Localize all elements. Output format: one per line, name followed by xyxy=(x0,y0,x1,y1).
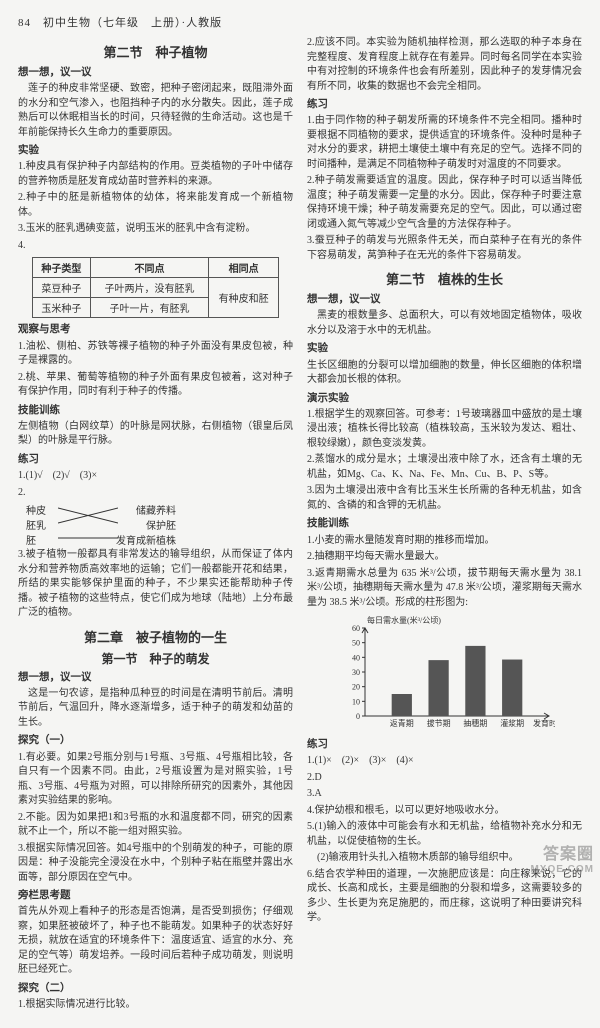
para: 2.桃、苹果、葡萄等植物的种子外面有果皮包被着，这对种子有保护作用，同时有利于种… xyxy=(18,371,293,400)
watermark-big: 答案圈 xyxy=(543,846,594,863)
cross-left: 种皮 xyxy=(26,502,46,517)
cross-lines-icon xyxy=(58,502,118,546)
svg-text:拔节期: 拔节期 xyxy=(426,718,450,728)
para: 3.A xyxy=(307,787,582,802)
svg-text:每日需水量(米³/公顷): 每日需水量(米³/公顷) xyxy=(367,615,441,625)
th: 相同点 xyxy=(208,258,278,278)
svg-text:灌浆期: 灌浆期 xyxy=(500,718,524,728)
left-column: 第二节 种子植物 想一想，议一议 莲子的种皮非常坚硬、致密，把种子密闭起来，既阻… xyxy=(18,36,293,1014)
subsection-title: 第一节 种子的萌发 xyxy=(18,650,293,667)
para: 1.有必要。如果2号瓶分别与1号瓶、3号瓶、4号瓶相比较，各自只有一个因素不同。… xyxy=(18,751,293,809)
label-observe: 观察与思考 xyxy=(18,322,293,337)
svg-text:抽穗期: 抽穗期 xyxy=(463,718,487,728)
td: 菜豆种子 xyxy=(32,278,90,298)
label-experiment: 实验 xyxy=(18,143,293,158)
para: 生长区细胞的分裂可以增加细胞的数量，伸长区细胞的体积增大都会加长根的体积。 xyxy=(307,359,582,388)
label-practice-r1: 练习 xyxy=(307,97,582,112)
chapter-title: 第二章 被子植物的一生 xyxy=(18,627,293,646)
para: 莲子的种皮非常坚硬、致密，把种子密闭起来，既阻滞外面的水分和空气渗入，也阻挡种子… xyxy=(18,82,293,140)
para: 2.种子萌发需要适宜的温度。因此，保存种子时可以适当降低温度；种子萌发需要一定量… xyxy=(307,174,582,232)
para: 1.(1)× (2)× (3)× (4)× xyxy=(307,754,582,769)
para: 2.蒸馏水的成分是水；土壤浸出液中除了水，还含有土壤的无机盐，如Mg、Ca、K、… xyxy=(307,453,582,482)
label-explore1: 探究（一） xyxy=(18,733,293,748)
para: 首先从外观上看种子的形态是否饱满，是否受到损伤；仔细观察，如果胚被破坏了，种子也… xyxy=(18,905,293,978)
para: 3.被子植物一般都具有非常发达的输导组织，从而保证了体内水分和营养物质高效率地的… xyxy=(18,548,293,621)
svg-text:40: 40 xyxy=(352,653,360,662)
cross-match-diagram: 种皮 胚乳 胚 储藏养料 保护胚 发育成新植株 xyxy=(26,502,176,546)
para: 2.应该不同。本实验为随机抽样检测，那么选取的种子本身在完整程度、发育程度上就存… xyxy=(307,36,582,94)
svg-text:0: 0 xyxy=(356,712,360,721)
svg-text:10: 10 xyxy=(352,697,360,706)
label-sidebar: 旁栏思考题 xyxy=(18,888,293,903)
cross-right: 保护胚 xyxy=(146,517,176,532)
para: 3.蚕豆种子的萌发与光照条件无关，而白菜种子在有光的条件下容易萌发，莴笋种子在无… xyxy=(307,234,582,263)
cross-left: 胚乳 xyxy=(26,517,46,532)
para: 2.不能。因为如果把1和3号瓶的水和温度都不同，研究的因素就不止一个，所以不能一… xyxy=(18,811,293,840)
para: 1.(1)√ (2)√ (3)× xyxy=(18,469,293,484)
para: 3.返青期需水总量为 635 米³/公顷，拔节期每天需水量为 38.1 米³/公… xyxy=(307,567,582,611)
label-explore2: 探究（二） xyxy=(18,981,293,996)
td: 子叶一片，有胚乳 xyxy=(91,298,209,318)
para: 1.小麦的需水量随发育时期的推移而增加。 xyxy=(307,534,582,549)
para: 2.D xyxy=(307,771,582,786)
label-skill-r: 技能训练 xyxy=(307,516,582,531)
para: 1.根据实际情况进行比较。 xyxy=(18,998,293,1013)
svg-text:返青期: 返青期 xyxy=(389,718,413,728)
para: 3.玉米的胚乳遇碘变蓝，说明玉米的胚乳中含有淀粉。 xyxy=(18,222,293,237)
td: 子叶两片，没有胚乳 xyxy=(91,278,209,298)
watermark: 答案圈 MXQE.COM xyxy=(530,846,594,875)
para: 6.结合农学种田的道理，一次施肥应该是：向庄稼来说，它的成长、长高和成长，主要是… xyxy=(307,868,582,926)
seed-table: 种子类型 不同点 相同点 菜豆种子 子叶两片，没有胚乳 有种皮和胚 玉米种子 子… xyxy=(32,257,280,318)
water-demand-bar-chart: 每日需水量(米³/公顷) 0 10 20 30 40 50 60 返青期 拔节期 抽穗期 灌浆期发育时… xyxy=(335,614,555,734)
label-experiment-r: 实验 xyxy=(307,341,582,356)
label-think1: 想一想，议一议 xyxy=(18,65,293,80)
cross-left: 胚 xyxy=(26,532,36,547)
td-merged: 有种皮和胚 xyxy=(208,278,278,318)
para: 1.油松、侧柏、苏铁等裸子植物的种子外面没有果皮包被，种子是裸露的。 xyxy=(18,340,293,369)
para: 4.保护幼根和根毛，以可以更好地吸收水分。 xyxy=(307,804,582,819)
td: 玉米种子 xyxy=(32,298,90,318)
para: 左侧植物（白网纹草）的叶脉是网状脉，右侧植物（银皇后凤梨）的叶脉是平行脉。 xyxy=(18,420,293,449)
svg-text:50: 50 xyxy=(352,639,360,648)
svg-text:30: 30 xyxy=(352,668,360,677)
para: 3.因为土壤浸出液中含有比玉米生长所需的各种无机盐，如含氮的、含磷的和含钾的无机… xyxy=(307,484,582,513)
th: 种子类型 xyxy=(32,258,90,278)
para: 这是一句农谚，是指种瓜种豆的时间是在清明节前后。清明节前后，气温回升，降水逐渐增… xyxy=(18,687,293,731)
para: 2.种子中的胚是新植物体的幼体，将来能发育成一个新植物体。 xyxy=(18,191,293,220)
para: 1.根据学生的观察回答。可参考：1号玻璃器皿中盛放的是土壤浸出液；植株长得比较高… xyxy=(307,408,582,452)
label-think-r: 想一想，议一议 xyxy=(307,292,582,307)
label-demo: 演示实验 xyxy=(307,391,582,406)
sec-title-plant-growth: 第二节 植株的生长 xyxy=(307,269,582,288)
svg-text:20: 20 xyxy=(352,683,360,692)
label-practice: 练习 xyxy=(18,452,293,467)
svg-text:发育时期: 发育时期 xyxy=(533,718,555,728)
watermark-small: MXQE.COM xyxy=(530,864,594,875)
para: 1.由于同作物的种子朝发所需的环境条件不完全相同。播种时要根据不同植物的要求，提… xyxy=(307,114,582,172)
svg-text:60: 60 xyxy=(352,624,360,633)
page-header: 84 初中生物（七年级 上册）·人教版 xyxy=(18,14,582,30)
sec-title-seed-plants: 第二节 种子植物 xyxy=(18,42,293,61)
label-think2: 想一想，议一议 xyxy=(18,670,293,685)
label-skill: 技能训练 xyxy=(18,403,293,418)
para: 2.抽穗期平均每天需水量最大。 xyxy=(307,550,582,565)
para: 2. xyxy=(18,486,293,501)
cross-right: 发育成新植株 xyxy=(116,532,176,547)
para: 4. xyxy=(18,239,293,254)
th: 不同点 xyxy=(91,258,209,278)
para: 黑麦的根数量多、总面积大，可以有效地固定植物体，吸收水分以及溶于水中的无机盐。 xyxy=(307,309,582,338)
cross-right: 储藏养料 xyxy=(136,502,176,517)
para: 1.种皮具有保护种子内部结构的作用。豆类植物的子叶中储存的营养物质是胚发育成幼苗… xyxy=(18,160,293,189)
para: 5.(1)输入的液体中可能会有水和无机盐，给植物补充水分和无机盐，以促使植物的生… xyxy=(307,820,582,849)
label-practice-r2: 练习 xyxy=(307,737,582,752)
